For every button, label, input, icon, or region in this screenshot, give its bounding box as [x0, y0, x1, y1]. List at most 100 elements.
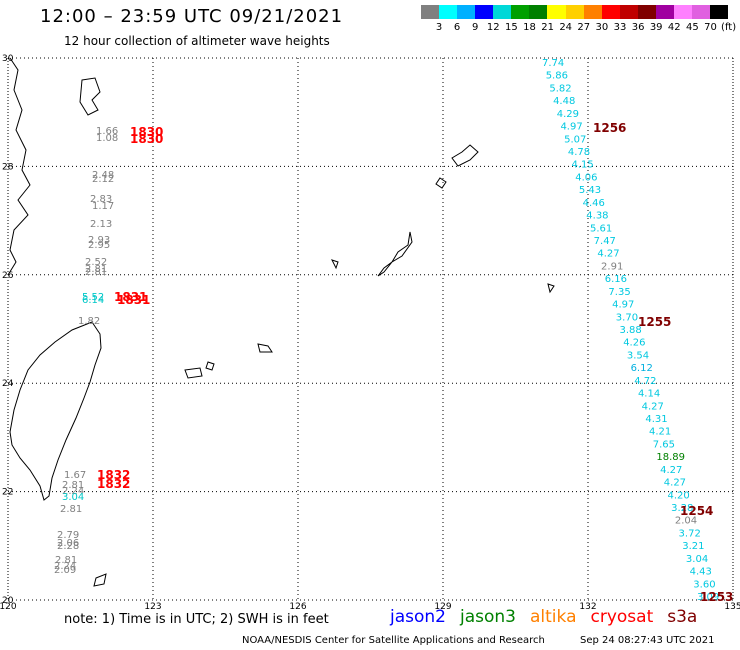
lat-tick-label: 26	[2, 271, 14, 281]
color-scale-label: 36	[631, 22, 645, 33]
credit-timestamp: Sep 24 08:27:43 UTC 2021	[580, 635, 715, 646]
small-island	[435, 177, 447, 189]
wave-height-label: 5.82	[549, 83, 571, 94]
wave-height-label: 2.81	[55, 555, 77, 566]
page-subtitle: 12 hour collection of altimeter wave hei…	[64, 34, 330, 48]
wave-height-label: 2.28	[57, 541, 79, 552]
axis-labels: 120 123 126 129 132 135 30 28 26 24 22 20	[0, 54, 740, 612]
wave-height-label: 6.16	[605, 274, 627, 285]
legend-item-altika: altika	[530, 607, 577, 627]
lat-tick-label: 20	[2, 596, 14, 606]
wave-height-label: 3.09	[697, 592, 719, 603]
taiwan-coastline	[9, 321, 102, 501]
small-island	[331, 259, 339, 270]
wave-height-label: 2.81	[60, 504, 82, 515]
wave-height-label: 3.04	[686, 554, 708, 565]
observations: 1.661.08 2.482.12 2.831.17 2.13 2.932.95 2.52…	[54, 58, 719, 603]
wave-height-label: 3.54	[627, 350, 649, 361]
lon-tick-label: 129	[434, 602, 451, 612]
wave-height-label: 2.13	[90, 219, 112, 230]
color-swatch	[710, 5, 729, 19]
color-swatch	[439, 5, 458, 19]
small-island	[257, 343, 273, 353]
wave-height-label: 4.48	[553, 96, 575, 107]
wave-height-label: 1.82	[78, 316, 100, 327]
wave-height-label: 7.47	[594, 236, 616, 247]
track-time-label: 1254	[680, 504, 713, 518]
wave-height-label: 5.86	[546, 71, 568, 82]
color-swatch	[475, 5, 494, 19]
wave-height-label: 7.74	[542, 58, 564, 69]
wave-height-label: 3.70	[616, 312, 638, 323]
color-swatch	[583, 5, 602, 19]
wave-height-label: 4.31	[645, 414, 667, 425]
track-time-label: 1832	[97, 477, 130, 491]
wave-height-label: 4.27	[660, 465, 682, 476]
color-scale-label: 12	[486, 22, 500, 33]
satellite-legend: jason2 jason3 altika cryosat s3a	[390, 607, 711, 627]
lon-tick-label: 126	[289, 602, 306, 612]
track-time-label: 1256	[593, 121, 626, 135]
wave-height-label: 3.21	[682, 541, 704, 552]
wave-height-label: 4.26	[623, 338, 645, 349]
wave-height-label: 5.52	[82, 292, 104, 303]
color-scale-label: 27	[577, 22, 591, 33]
wave-height-label: 1.08	[96, 133, 118, 144]
color-swatch	[493, 5, 512, 19]
wave-height-label: 18.89	[656, 452, 685, 463]
lon-tick-label: 120	[0, 602, 17, 612]
wave-height-label: 3.28	[671, 503, 693, 514]
wave-height-label: 2.91	[601, 261, 623, 272]
wave-height-label: 2.06	[57, 538, 79, 549]
wave-height-label: 4.46	[583, 198, 605, 209]
lat-tick-label: 28	[2, 162, 14, 172]
amami-island	[451, 144, 479, 167]
legend-item-jason3: jason3	[460, 607, 516, 627]
color-swatch	[421, 5, 440, 19]
wave-height-label: 2.93	[88, 235, 110, 246]
wave-height-label: 2.12	[92, 174, 114, 185]
lon-tick-label: 135	[724, 602, 740, 612]
lat-tick-label: 30	[2, 54, 14, 64]
small-island	[93, 573, 107, 587]
lat-tick-label: 22	[2, 488, 13, 498]
color-swatch	[511, 5, 530, 19]
color-scale-label: 18	[523, 22, 536, 33]
wave-height-label: 2.48	[92, 170, 114, 181]
wave-height-label: 3.04	[62, 492, 84, 503]
map-grid	[7, 57, 734, 601]
color-swatch	[691, 5, 710, 19]
wave-height-label: 2.83	[90, 194, 112, 205]
land-outlines	[7, 57, 555, 587]
wave-height-label: 1.17	[92, 201, 114, 212]
color-swatch	[529, 5, 548, 19]
color-scale-label: 42	[667, 22, 681, 33]
track-time-label: 1830	[130, 125, 163, 139]
wave-height-label: 3.88	[620, 325, 642, 336]
color-swatch	[601, 5, 620, 19]
legend-item-jason2: jason2	[390, 607, 446, 627]
wave-height-label: 7.65	[653, 439, 675, 450]
track-time-label: 1831	[117, 293, 150, 307]
small-island	[184, 367, 203, 379]
wave-height-label: 6.14	[82, 295, 104, 306]
wave-height-label: 4.27	[664, 478, 686, 489]
okinawa-island	[377, 231, 413, 277]
lon-tick-label: 132	[579, 602, 596, 612]
color-scale-label: 33	[613, 22, 627, 33]
color-scale-labels: 3 6 9 12 15 18 21 24 27 30 33 36 39 42 45 70 (ft)	[421, 22, 739, 34]
page-title: 12:00 – 23:59 UTC 09/21/2021	[40, 6, 344, 27]
wave-height-label: 4.27	[642, 401, 664, 412]
wave-height-label: 2.81	[85, 267, 107, 278]
color-scale-label: (ft)	[721, 22, 737, 33]
wave-height-label: 2.79	[57, 530, 79, 541]
color-scale-label: 15	[505, 22, 518, 33]
wave-height-label: 4.78	[568, 147, 590, 158]
wave-height-label: 5.61	[590, 223, 612, 234]
wave-height-label: 4.97	[560, 122, 582, 133]
color-swatch	[655, 5, 674, 19]
small-island	[547, 283, 555, 294]
wave-height-label: 2.95	[88, 240, 110, 251]
